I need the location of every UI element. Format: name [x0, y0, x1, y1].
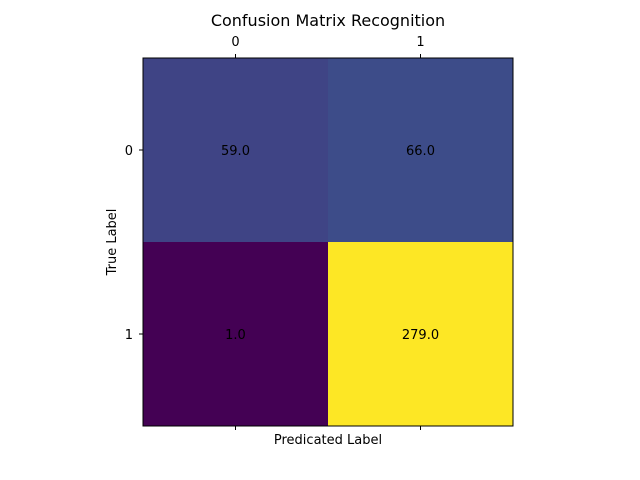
cell-value-labels: 59.0 66.0 1.0 279.0	[221, 144, 439, 343]
heatmap-cell-r0-c1	[328, 58, 514, 243]
cell-value-label-r0-c0: 59.0	[221, 144, 250, 159]
y-tick-label-0: 0	[125, 144, 133, 159]
y-axis-ticks: 01	[125, 144, 143, 343]
plot-frame	[142, 57, 514, 427]
x-tick-label-1: 1	[416, 35, 424, 50]
x-axis-label: Predicated Label	[274, 433, 382, 448]
chart-title: Confusion Matrix Recognition	[211, 11, 445, 30]
cell-value-label-r1-c1: 279.0	[402, 328, 439, 343]
heatmap-cell-r1-c1	[328, 242, 514, 427]
cell-value-label-r0-c1: 66.0	[406, 144, 435, 159]
heatmap-cell-r1-c0	[143, 242, 329, 427]
x-tick-label-0: 0	[231, 35, 239, 50]
cell-value-label-r1-c0: 1.0	[225, 328, 246, 343]
heatmap-cell-r0-c0	[143, 58, 329, 243]
y-axis-label: True Label	[105, 209, 120, 277]
y-tick-label-1: 1	[125, 328, 133, 343]
heatmap-cells	[143, 58, 514, 427]
